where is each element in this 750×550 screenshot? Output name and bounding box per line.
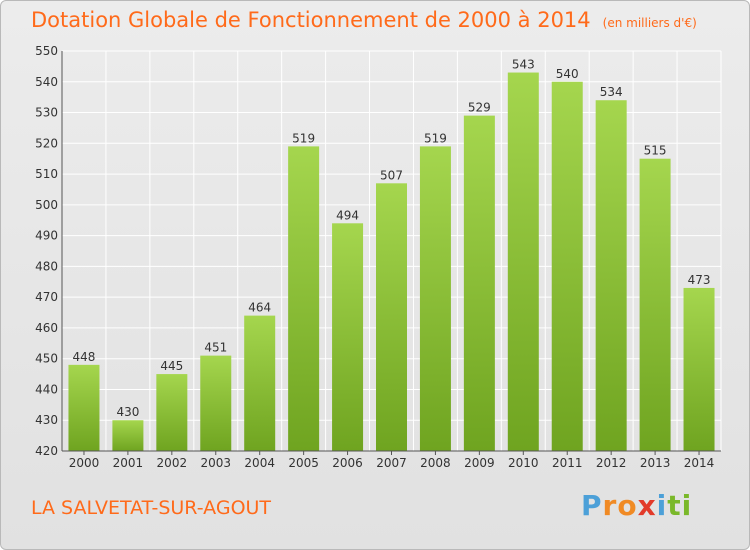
- x-tick-label: 2006: [332, 456, 363, 470]
- bar: [419, 146, 451, 451]
- x-tick-label: 2012: [596, 456, 627, 470]
- bar: [639, 158, 671, 451]
- y-tick-label: 440: [35, 382, 58, 396]
- logo-letter: P: [581, 489, 603, 522]
- data-label: 519: [424, 131, 447, 145]
- logo-letter: o: [617, 489, 638, 522]
- x-tick-label: 2005: [288, 456, 319, 470]
- x-tick-label: 2000: [69, 456, 100, 470]
- y-tick-label: 470: [35, 290, 58, 304]
- data-label: 464: [248, 301, 271, 315]
- y-tick-label: 420: [35, 444, 58, 458]
- y-tick-label: 530: [35, 106, 58, 120]
- data-label: 451: [204, 341, 227, 355]
- bar: [332, 223, 364, 451]
- y-tick-label: 460: [35, 321, 58, 335]
- proxiti-logo: Proxiti: [581, 489, 692, 522]
- y-tick-label: 500: [35, 198, 58, 212]
- data-label: 515: [644, 144, 667, 158]
- data-label: 507: [380, 168, 403, 182]
- y-tick-label: 450: [35, 352, 58, 366]
- bar: [463, 115, 495, 451]
- title-unit: (en milliers d'€): [602, 16, 697, 30]
- data-label: 448: [73, 350, 96, 364]
- bar: [68, 364, 100, 451]
- bar: [507, 72, 539, 452]
- x-tick-label: 2008: [420, 456, 451, 470]
- title-main: Dotation Globale de Fonctionnement de 20…: [31, 8, 591, 32]
- data-label: 529: [468, 101, 491, 115]
- bar: [551, 81, 583, 452]
- data-label: 540: [556, 67, 579, 81]
- x-tick-label: 2003: [200, 456, 231, 470]
- data-label: 494: [336, 208, 359, 222]
- x-tick-label: 2011: [552, 456, 583, 470]
- x-tick-label: 2009: [464, 456, 495, 470]
- x-tick-label: 2004: [244, 456, 275, 470]
- chart-title: Dotation Globale de Fonctionnement de 20…: [31, 8, 697, 32]
- bars: 448 430 445 451 464 519 494 507 519 529 543 540 534 5…: [68, 58, 715, 452]
- bar: [200, 355, 232, 451]
- logo-letter: t: [667, 489, 682, 522]
- x-tick-label: 2010: [508, 456, 539, 470]
- data-label: 430: [116, 405, 139, 419]
- y-tick-label: 430: [35, 413, 58, 427]
- y-tick-label: 540: [35, 75, 58, 89]
- x-tick-label: 2001: [113, 456, 144, 470]
- data-label: 519: [292, 131, 315, 145]
- x-tick-label: 2014: [684, 456, 715, 470]
- logo-letter: x: [637, 489, 657, 522]
- y-tick-label: 480: [35, 259, 58, 273]
- axes: 420 430 440 450 460 470 480 490 500 510 520 530 540 5…: [35, 44, 721, 470]
- commune-name: LA SALVETAT-SUR-AGOUT: [31, 497, 272, 519]
- y-tick-label: 510: [35, 167, 58, 181]
- bar: [244, 315, 276, 451]
- data-label: 543: [512, 58, 535, 72]
- bar: [112, 420, 144, 451]
- y-tick-label: 550: [35, 44, 58, 58]
- data-label: 445: [160, 359, 183, 373]
- x-tick-label: 2002: [157, 456, 188, 470]
- bar: [288, 146, 320, 451]
- y-tick-label: 490: [35, 229, 58, 243]
- bar: [683, 287, 715, 451]
- logo-letter: i: [681, 489, 693, 522]
- logo-letter: r: [602, 489, 618, 522]
- data-label: 534: [600, 85, 623, 99]
- x-tick-label: 2013: [640, 456, 671, 470]
- bar: [595, 100, 627, 451]
- y-tick-label: 520: [35, 136, 58, 150]
- logo-letter: i: [656, 489, 668, 522]
- bar: [156, 374, 188, 451]
- x-tick-label: 2007: [376, 456, 407, 470]
- bar: [376, 183, 407, 452]
- data-label: 473: [688, 273, 711, 287]
